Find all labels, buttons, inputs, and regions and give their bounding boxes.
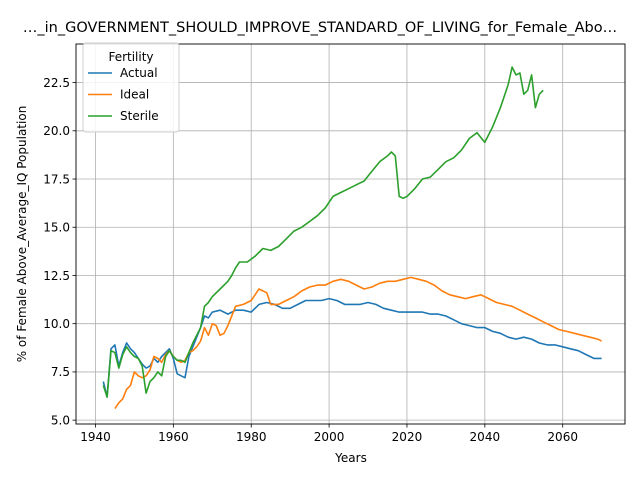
y-tick-label: 7.5 xyxy=(51,365,70,379)
y-tick-label: 22.5 xyxy=(43,76,70,90)
x-axis-label: Years xyxy=(334,451,367,465)
legend-box xyxy=(82,42,180,133)
axis-ticks: 1940 1960 1980 2000 2020 2040 2060 5.0 7.5 10.0 12… xyxy=(43,76,578,444)
legend: Fertility Actual Ideal Sterile xyxy=(82,42,180,133)
x-tick-label: 2040 xyxy=(470,430,501,444)
legend-title: Fertility xyxy=(108,50,153,64)
y-tick-label: 10.0 xyxy=(43,317,70,331)
plot-frame xyxy=(75,43,626,425)
x-tick-label: 1980 xyxy=(236,430,267,444)
legend-label-actual: Actual xyxy=(120,66,158,80)
y-tick-label: 17.5 xyxy=(43,172,70,186)
y-tick-label: 5.0 xyxy=(51,413,70,427)
y-axis-label: % of Female Above_Average_IQ Population xyxy=(15,106,29,363)
series-line-ideal xyxy=(114,276,602,410)
x-tick-label: 2000 xyxy=(314,430,345,444)
y-tick-label: 20.0 xyxy=(43,124,70,138)
y-tick-label: 15.0 xyxy=(43,221,70,235)
x-tick-label: 1940 xyxy=(80,430,111,444)
x-tick-label: 2060 xyxy=(547,430,578,444)
grid xyxy=(76,44,625,424)
y-tick-label: 12.5 xyxy=(43,269,70,283)
x-tick-label: 1960 xyxy=(158,430,189,444)
series-line-sterile xyxy=(102,66,544,398)
x-tick-label: 2020 xyxy=(392,430,423,444)
chart-title: …_in_GOVERNMENT_SHOULD_IMPROVE_STANDARD_… xyxy=(23,20,617,36)
series-lines xyxy=(102,66,602,410)
legend-label-ideal: Ideal xyxy=(120,88,149,102)
legend-label-sterile: Sterile xyxy=(120,109,159,123)
